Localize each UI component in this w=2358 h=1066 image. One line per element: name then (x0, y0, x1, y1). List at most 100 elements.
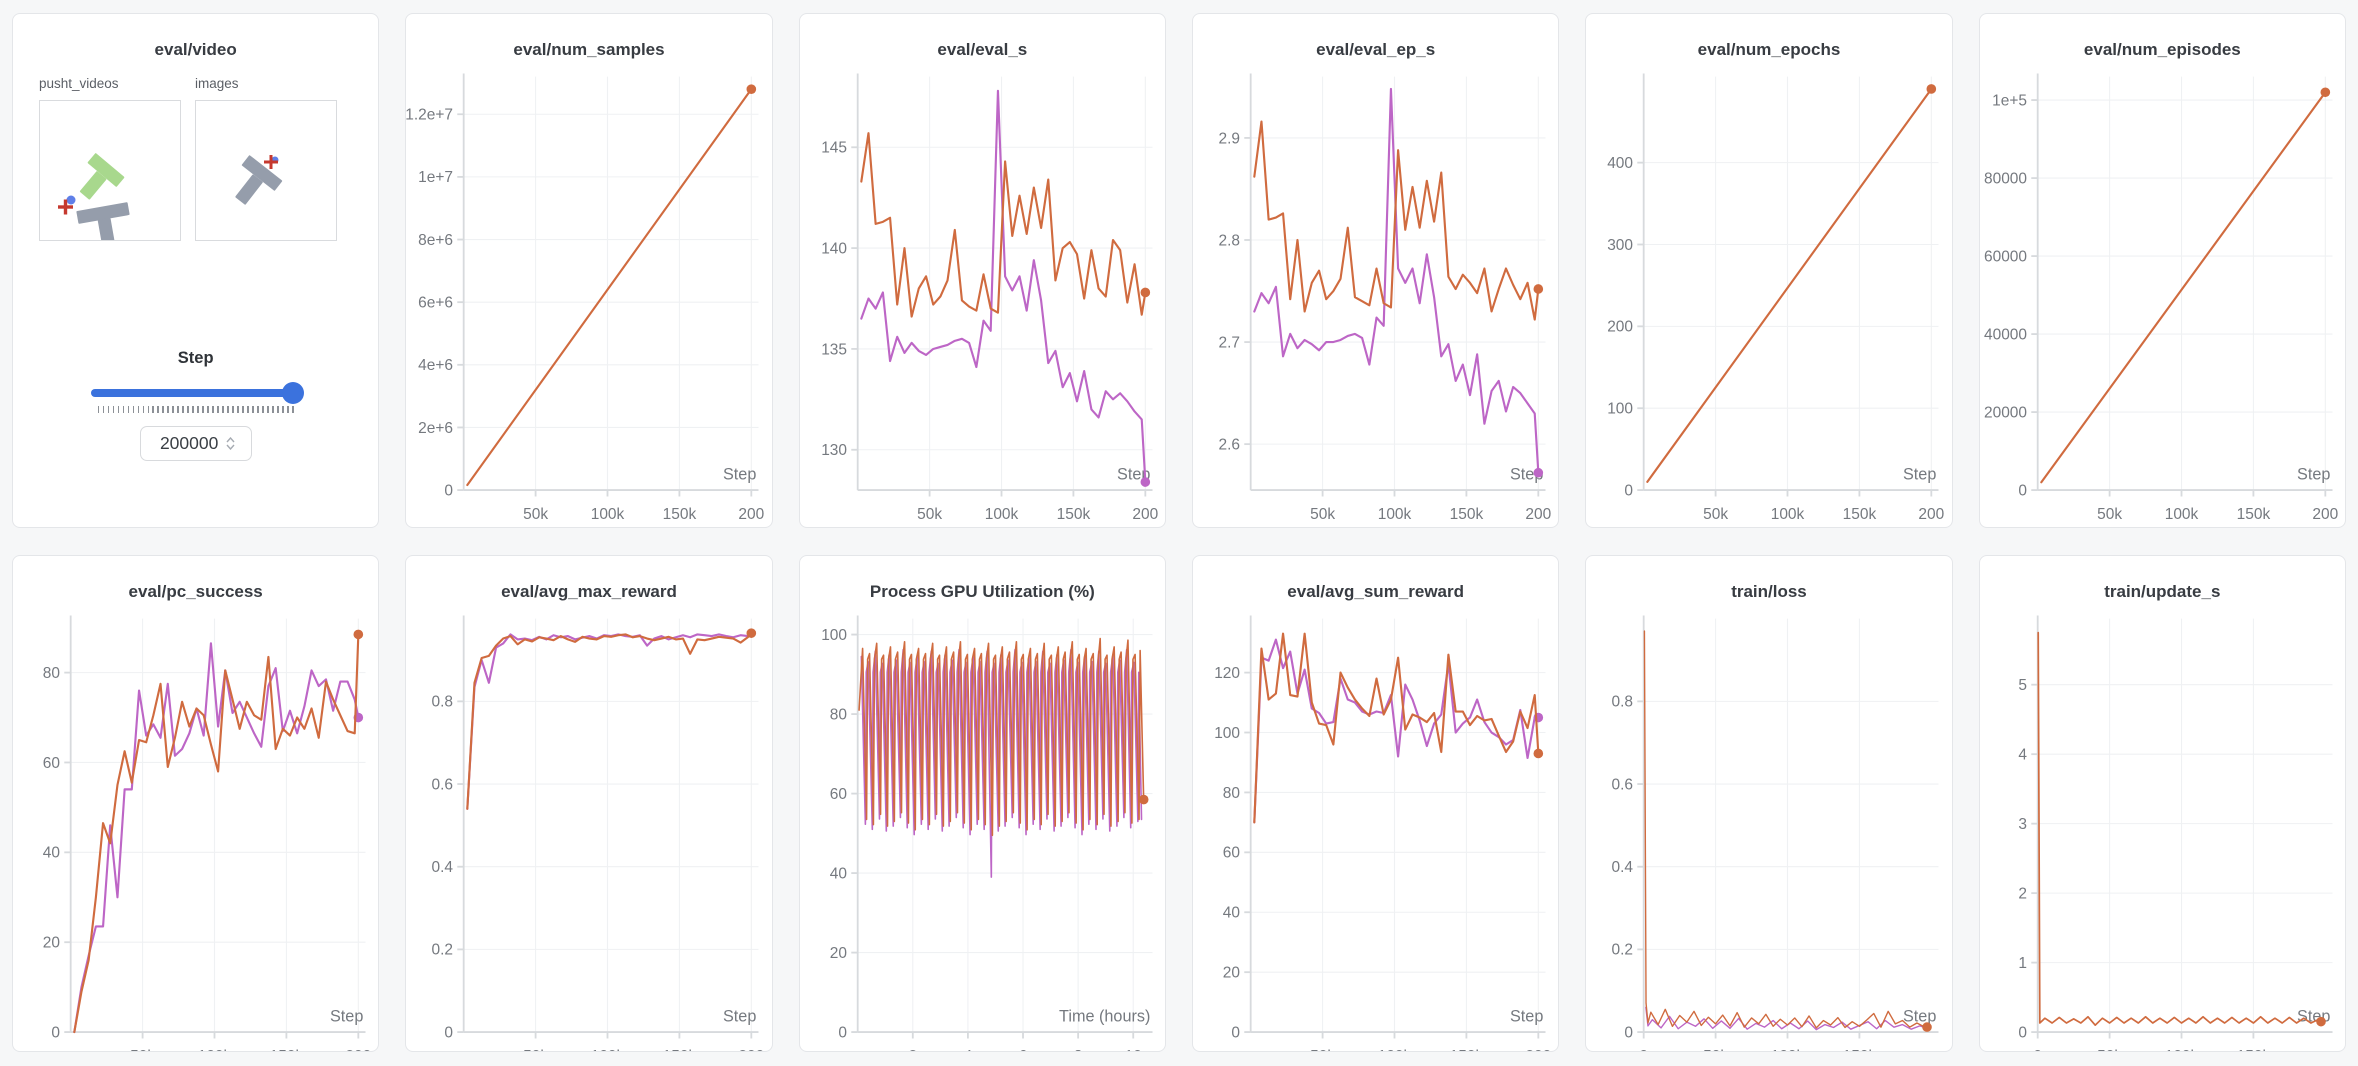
chart-eval-num-episodes[interactable]: 50k 100k 150k 200 0 20000 40000 60000 80000 1e+5 S… (1980, 66, 2345, 528)
spinner-down-icon[interactable] (226, 444, 235, 450)
svg-text:2.7: 2.7 (1218, 334, 1240, 351)
svg-text:80: 80 (829, 706, 846, 723)
svg-text:100k: 100k (984, 506, 1018, 523)
panel-eval-num-epochs: eval/num_epochs 50k 100k 150k 200 0 100 200 300… (1585, 13, 1953, 528)
svg-text:0: 0 (2018, 1024, 2027, 1041)
pusht-video-frame-icon (58, 153, 130, 240)
chart-title: eval/num_epochs (1697, 40, 1841, 59)
panel-eval-num-episodes: eval/num_episodes 50k 100k 150k 200 0 20000 40… (1978, 13, 2346, 528)
goal-cross-icon (58, 199, 73, 215)
svg-text:1e+5: 1e+5 (1992, 92, 2027, 109)
svg-text:50k: 50k (1703, 1048, 1728, 1052)
svg-text:0: 0 (2018, 482, 2027, 499)
svg-text:8e+6: 8e+6 (418, 232, 453, 249)
svg-text:0.8: 0.8 (1612, 694, 1634, 711)
svg-text:100k: 100k (1771, 506, 1805, 523)
thumb-label-images: images (195, 76, 239, 91)
panel-train-update-s: train/update_s 050k100k150k012345Step (1978, 555, 2346, 1052)
thumbnail-images[interactable] (195, 100, 337, 241)
svg-text:150k: 150k (1450, 506, 1484, 523)
svg-text:4e+6: 4e+6 (418, 357, 453, 374)
image-frame-icon (235, 155, 283, 205)
svg-text:100: 100 (1214, 725, 1240, 742)
svg-text:145: 145 (821, 140, 847, 157)
svg-text:40000: 40000 (1984, 326, 2027, 343)
svg-text:300: 300 (1608, 237, 1634, 254)
agent-dot-icon (66, 195, 76, 205)
slider-track[interactable] (90, 389, 301, 397)
chart-title: eval/avg_sum_reward (1287, 582, 1465, 601)
svg-text:50k: 50k (917, 506, 942, 523)
chart-train-loss[interactable]: 0 50k 100k 150k 0 0.2 0.4 0.6 0.8 Step (1586, 608, 1951, 1052)
slider-ticks (97, 406, 294, 413)
svg-text:0: 0 (838, 1024, 847, 1041)
step-value-input[interactable] (156, 433, 223, 454)
svg-text:0: 0 (1625, 482, 1634, 499)
media-thumbnails: pusht_videos (39, 76, 364, 241)
svg-text:0.2: 0.2 (432, 942, 454, 959)
svg-text:0.6: 0.6 (432, 776, 454, 793)
svg-text:80000: 80000 (1984, 170, 2027, 187)
svg-text:10: 10 (1124, 1048, 1141, 1052)
svg-text:200: 200 (739, 506, 765, 523)
chart-eval-pc-success[interactable]: 50k 100k 150k 200 0 20 40 60 80 Step (13, 608, 378, 1052)
svg-text:1: 1 (2018, 955, 2027, 972)
svg-text:0: 0 (2033, 1048, 2042, 1052)
chart-title: eval/pc_success (128, 582, 263, 601)
svg-text:4: 4 (2018, 747, 2027, 764)
panel-train-loss: train/loss 0 50k 100k 150k 0 0.2 0.4 0.6 0.8 Step (1585, 555, 1953, 1052)
svg-text:100k: 100k (1378, 506, 1412, 523)
svg-text:200: 200 (1525, 1048, 1551, 1052)
chart-eval-num-samples[interactable]: 50k 100k 150k 200 0 2e+6 4e+6 6e+6 8e+6 1e+7 1.2e+… (406, 66, 771, 528)
svg-text:200: 200 (1608, 319, 1634, 336)
svg-text:200: 200 (345, 1048, 371, 1052)
svg-text:2.8: 2.8 (1218, 232, 1240, 249)
chart-title: eval/eval_s (937, 40, 1028, 59)
chart-title: eval/avg_max_reward (501, 582, 677, 601)
svg-text:150k: 150k (1843, 1048, 1877, 1052)
step-slider-label: Step (177, 349, 214, 367)
chart-eval-num-epochs[interactable]: 50k 100k 150k 200 0 100 200 300 400 Step (1586, 66, 1951, 528)
chart-train-update-s[interactable]: 050k100k150k012345Step (1980, 608, 2345, 1052)
panel-eval-video: eval/video pusht_videos (12, 13, 380, 528)
svg-text:Step: Step (1510, 1007, 1543, 1025)
svg-text:100k: 100k (2164, 506, 2198, 523)
chart-process-gpu-utilization[interactable]: 246810020406080100Time (hours) (800, 608, 1165, 1052)
svg-text:6: 6 (1018, 1048, 1027, 1052)
svg-text:2e+6: 2e+6 (418, 420, 453, 437)
svg-text:400: 400 (1608, 155, 1634, 172)
svg-text:0.2: 0.2 (1612, 942, 1634, 959)
svg-text:50k: 50k (523, 506, 548, 523)
panel-eval-avg-sum-reward: eval/avg_sum_reward 50k 100k 150k 200 0 20 40 6… (1192, 555, 1560, 1052)
step-value-spinner[interactable] (139, 426, 252, 461)
slider-thumb[interactable] (281, 382, 304, 404)
chart-title: train/loss (1731, 582, 1807, 601)
svg-text:60000: 60000 (1984, 248, 2027, 265)
chart-eval-avg-sum-reward[interactable]: 50k 100k 150k 200 0 20 40 60 80 100 120 Step (1193, 608, 1558, 1052)
panel-eval-num-samples: eval/num_samples 50k 100k 150k 200 0 2e+6 4e+6… (405, 13, 773, 528)
svg-text:Step: Step (723, 465, 756, 483)
svg-text:200: 200 (1525, 506, 1551, 523)
svg-text:50k: 50k (2097, 506, 2122, 523)
svg-text:60: 60 (1223, 845, 1240, 862)
svg-text:2: 2 (2018, 885, 2027, 902)
thumbnail-pusht-videos[interactable] (39, 100, 181, 241)
svg-text:80: 80 (1223, 785, 1240, 802)
svg-text:200: 200 (1132, 506, 1158, 523)
svg-text:0.8: 0.8 (432, 694, 454, 711)
chart-eval-avg-max-reward[interactable]: 50k 100k 150k 200 0 0.2 0.4 0.6 0.8 Step (406, 608, 771, 1052)
svg-text:100k: 100k (1771, 1048, 1805, 1052)
panel-eval-pc-success: eval/pc_success 50k 100k 150k 200 0 20 40 60 80 S… (12, 555, 380, 1052)
spinner-up-icon[interactable] (226, 437, 235, 443)
step-slider[interactable] (90, 382, 304, 404)
svg-text:150k: 150k (270, 1048, 304, 1052)
panel-eval-eval-ep-s: eval/eval_ep_s 50k 100k 150k 200 2.6 2.7 2.8 2.… (1192, 13, 1560, 528)
svg-text:50k: 50k (1310, 1048, 1335, 1052)
svg-text:Step: Step (723, 1007, 756, 1025)
svg-text:2.6: 2.6 (1218, 436, 1240, 453)
svg-text:150k: 150k (2236, 506, 2270, 523)
panel-process-gpu-utilization: Process GPU Utilization (%) 246810020406… (798, 555, 1166, 1052)
svg-text:80: 80 (43, 665, 60, 682)
